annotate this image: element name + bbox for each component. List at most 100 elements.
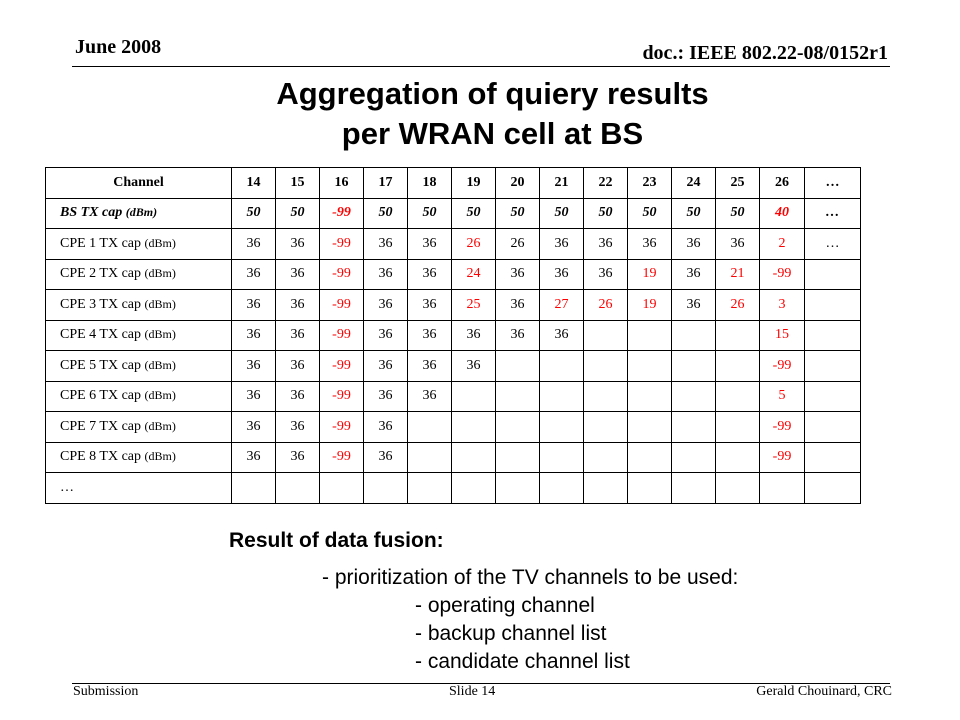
channel-number-cell: 18 bbox=[407, 167, 452, 199]
row-label: … bbox=[60, 479, 74, 495]
tx-cap-cell: 50 bbox=[407, 197, 452, 229]
table-row: CPE 1 TX cap (dBm) 36 36 -99 36 36 26 26 36 36 36 3… bbox=[45, 228, 861, 260]
tx-cap-cell: -99 bbox=[319, 258, 364, 290]
table-header-row: Channel 14 15 16 17 18 19 20 21 22 23 24 25 26… bbox=[45, 167, 861, 199]
tx-cap-cell bbox=[804, 258, 861, 290]
tx-cap-cell: 36 bbox=[275, 441, 320, 473]
tx-cap-cell: 50 bbox=[671, 197, 716, 229]
fusion-line-prioritization: - prioritization of the TV channels to b… bbox=[322, 566, 739, 589]
row-label: CPE 3 TX cap bbox=[60, 296, 142, 312]
row-label-unit: (dBm) bbox=[144, 235, 176, 250]
channel-number-cell: 20 bbox=[495, 167, 540, 199]
tx-cap-cell: 36 bbox=[275, 289, 320, 321]
tx-cap-cell: -99 bbox=[759, 258, 805, 290]
tx-cap-cell bbox=[451, 411, 496, 443]
tx-cap-cell bbox=[759, 472, 805, 504]
slide-title-line-1: Aggregation of quiery results bbox=[276, 76, 709, 111]
tx-cap-cell: -99 bbox=[319, 319, 364, 351]
row-label: CPE 5 TX cap bbox=[60, 357, 142, 373]
table-row: CPE 5 TX cap (dBm) 36 36 -99 36 36 36 -99 bbox=[45, 350, 861, 382]
tx-cap-cell bbox=[804, 289, 861, 321]
row-label-cell: CPE 7 TX cap (dBm) bbox=[45, 411, 232, 443]
tx-cap-cell: 50 bbox=[275, 197, 320, 229]
tx-cap-cell: 36 bbox=[363, 441, 408, 473]
tx-cap-cell: 36 bbox=[231, 258, 276, 290]
tx-cap-cell: 19 bbox=[627, 289, 672, 321]
tx-cap-cell bbox=[804, 350, 861, 382]
row-label-unit: (dBm) bbox=[125, 205, 158, 220]
tx-cap-cell bbox=[583, 441, 628, 473]
tx-cap-cell: 36 bbox=[363, 411, 408, 443]
tx-cap-cell: 36 bbox=[539, 228, 584, 260]
tx-cap-cell bbox=[715, 380, 760, 412]
tx-cap-cell bbox=[671, 441, 716, 473]
tx-cap-cell: 36 bbox=[495, 319, 540, 351]
fusion-line-operating-channel: - operating channel bbox=[415, 594, 595, 617]
tx-cap-cell bbox=[715, 319, 760, 351]
row-label: CPE 2 TX cap bbox=[60, 266, 142, 282]
tx-cap-cell: -99 bbox=[759, 350, 805, 382]
tx-cap-cell bbox=[407, 441, 452, 473]
channel-number-cell: … bbox=[804, 167, 861, 199]
tx-cap-cell: -99 bbox=[319, 350, 364, 382]
row-label-cell: BS TX cap (dBm) bbox=[45, 197, 232, 229]
tx-cap-cell bbox=[583, 472, 628, 504]
tx-cap-cell bbox=[804, 319, 861, 351]
row-label: BS TX cap bbox=[60, 205, 123, 221]
tx-cap-cell: 36 bbox=[407, 350, 452, 382]
row-label-unit: (dBm) bbox=[144, 357, 176, 372]
table-row: CPE 2 TX cap (dBm) 36 36 -99 36 36 24 36 36 36 19 3… bbox=[45, 258, 861, 290]
tx-cap-cell bbox=[539, 441, 584, 473]
tx-cap-cell: 36 bbox=[275, 411, 320, 443]
tx-cap-cell: -99 bbox=[319, 380, 364, 412]
channel-number-cell: 24 bbox=[671, 167, 716, 199]
channel-number-cell: 25 bbox=[715, 167, 760, 199]
tx-cap-cell: 36 bbox=[495, 258, 540, 290]
tx-cap-cell: 36 bbox=[407, 380, 452, 412]
tx-cap-cell: 36 bbox=[407, 258, 452, 290]
tx-cap-cell: -99 bbox=[319, 441, 364, 473]
tx-cap-cell bbox=[671, 472, 716, 504]
row-label-unit: (dBm) bbox=[144, 418, 176, 433]
tx-cap-cell: 36 bbox=[231, 350, 276, 382]
tx-cap-cell: 36 bbox=[671, 258, 716, 290]
tx-cap-cell bbox=[539, 411, 584, 443]
tx-cap-cell: 36 bbox=[275, 350, 320, 382]
channel-number-cell: 17 bbox=[363, 167, 408, 199]
table-row: CPE 7 TX cap (dBm) 36 36 -99 36 -99 bbox=[45, 411, 861, 443]
tx-cap-cell: 50 bbox=[231, 197, 276, 229]
tx-cap-cell bbox=[715, 441, 760, 473]
row-label: CPE 6 TX cap bbox=[60, 388, 142, 404]
channel-number-cell: 19 bbox=[451, 167, 496, 199]
tx-cap-cell bbox=[627, 319, 672, 351]
table-row: BS TX cap (dBm) 50 50 -99 50 50 50 50 50 50 50 50 50… bbox=[45, 197, 861, 229]
tx-cap-cell: 50 bbox=[583, 197, 628, 229]
fusion-heading: Result of data fusion: bbox=[229, 529, 444, 552]
tx-cap-cell: 40 bbox=[759, 197, 805, 229]
tx-cap-cell bbox=[275, 472, 320, 504]
row-label-unit: (dBm) bbox=[144, 327, 176, 342]
row-label-cell: CPE 4 TX cap (dBm) bbox=[45, 319, 232, 351]
row-label: CPE 1 TX cap bbox=[60, 235, 142, 251]
table-row: CPE 3 TX cap (dBm) 36 36 -99 36 36 25 36 27 26 19 3… bbox=[45, 289, 861, 321]
tx-cap-cell bbox=[451, 380, 496, 412]
tx-cap-cell: 26 bbox=[451, 228, 496, 260]
tx-cap-cell: 36 bbox=[451, 350, 496, 382]
tx-cap-cell bbox=[715, 350, 760, 382]
tx-cap-cell bbox=[627, 350, 672, 382]
tx-cap-cell bbox=[583, 319, 628, 351]
tx-cap-cell: 15 bbox=[759, 319, 805, 351]
tx-cap-cell bbox=[407, 411, 452, 443]
tx-cap-cell bbox=[495, 350, 540, 382]
tx-cap-cell: 36 bbox=[407, 289, 452, 321]
tx-cap-cell bbox=[804, 441, 861, 473]
tx-cap-cell: -99 bbox=[759, 441, 805, 473]
tx-cap-cell bbox=[495, 441, 540, 473]
tx-cap-cell bbox=[451, 441, 496, 473]
tx-cap-cell: 36 bbox=[231, 411, 276, 443]
tx-cap-cell: … bbox=[804, 228, 861, 260]
table-row: CPE 4 TX cap (dBm) 36 36 -99 36 36 36 36 36 15 bbox=[45, 319, 861, 351]
footer-slide-number: Slide 14 bbox=[449, 684, 496, 699]
tx-cap-cell bbox=[539, 380, 584, 412]
tx-cap-cell: 21 bbox=[715, 258, 760, 290]
